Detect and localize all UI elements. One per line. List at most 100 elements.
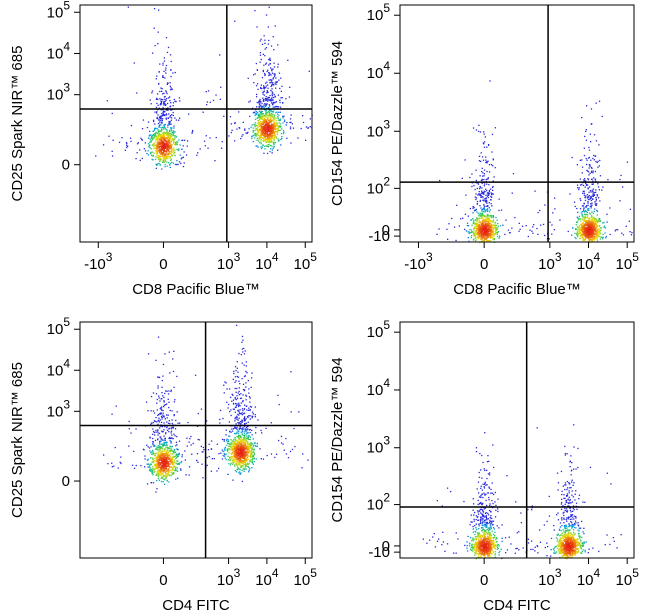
event-dot [174,458,177,460]
event-dot [155,465,157,467]
event-dot [268,123,270,126]
event-dot [595,237,597,240]
event-dot [167,146,170,149]
event-dot [167,155,169,158]
event-dot [273,114,276,116]
event-dot [238,352,240,355]
event-dot [155,131,157,133]
event-dot [249,456,252,458]
event-dot [490,164,493,166]
event-dot [606,213,608,215]
event-dot [274,118,276,121]
event-dot [266,103,268,105]
event-dot [169,121,171,123]
event-dot [161,90,163,92]
event-dot [188,441,190,443]
event-dot [596,222,599,224]
event-dot [254,132,256,135]
event-dot [159,447,161,449]
event-dot [259,111,262,113]
event-dot [157,473,160,475]
event-dot [148,143,150,145]
event-dot [484,222,486,224]
event-dot [485,229,488,231]
event-dot [250,455,252,457]
event-dot [486,213,489,216]
event-dot [182,156,184,158]
event-dot [279,126,281,128]
event-dot [472,206,474,208]
event-dot [592,180,594,182]
event-dot [481,234,483,237]
event-dot [305,139,307,141]
event-dot [165,476,167,479]
event-dot [232,457,234,459]
event-dot [476,200,479,203]
event-dot [177,454,180,456]
event-dot [590,233,592,236]
event-dot [173,98,175,101]
event-dot [232,443,234,445]
event-dot [268,58,270,61]
event-dot [579,229,581,232]
event-dot [260,123,262,125]
event-dot [160,413,162,415]
event-dot [240,137,242,140]
event-dot [267,137,269,139]
event-dot [145,401,148,403]
event-dot [577,187,579,189]
event-dot [160,453,162,455]
event-dot [242,339,244,341]
event-dot [559,219,561,221]
event-dot [268,126,270,128]
event-dot [479,228,481,231]
event-dot [155,139,158,141]
event-dot [266,132,268,134]
event-dot [246,415,249,418]
event-dot [483,232,485,234]
event-dot [165,109,167,111]
event-dot [261,121,264,123]
event-dot [170,102,172,104]
event-dot [163,140,165,142]
event-dot [272,78,274,80]
event-dot [598,225,601,227]
event-dot [270,127,272,129]
event-dot [598,165,600,167]
event-dot [163,124,165,127]
event-dot [150,148,152,150]
event-dot [589,172,591,174]
event-dot [266,138,269,140]
event-dot [176,148,178,150]
event-dot [446,228,448,230]
event-dot [595,204,597,206]
event-dot [169,153,171,155]
event-dot [181,454,183,456]
event-dot [490,225,492,227]
event-dot [155,463,157,465]
event-dot [242,430,244,433]
event-dot [480,231,482,233]
event-dot [465,194,467,196]
event-dot [156,449,158,451]
event-dot [579,232,581,234]
event-dot [291,123,293,125]
event-dot [157,134,159,136]
event-dot [153,152,155,154]
event-dot [168,120,170,123]
event-dot [267,69,269,71]
event-dot [156,462,158,464]
event-dot [163,161,165,164]
event-dot [542,223,545,226]
event-dot [269,100,271,102]
event-dot [161,101,163,103]
event-dot [171,132,174,134]
event-dot [165,466,167,468]
event-dot [252,130,254,132]
event-dot [171,445,173,448]
event-dot [273,115,276,118]
event-dot [167,468,169,470]
event-dot [498,237,500,239]
event-dot [485,199,488,201]
event-dot [486,226,488,229]
